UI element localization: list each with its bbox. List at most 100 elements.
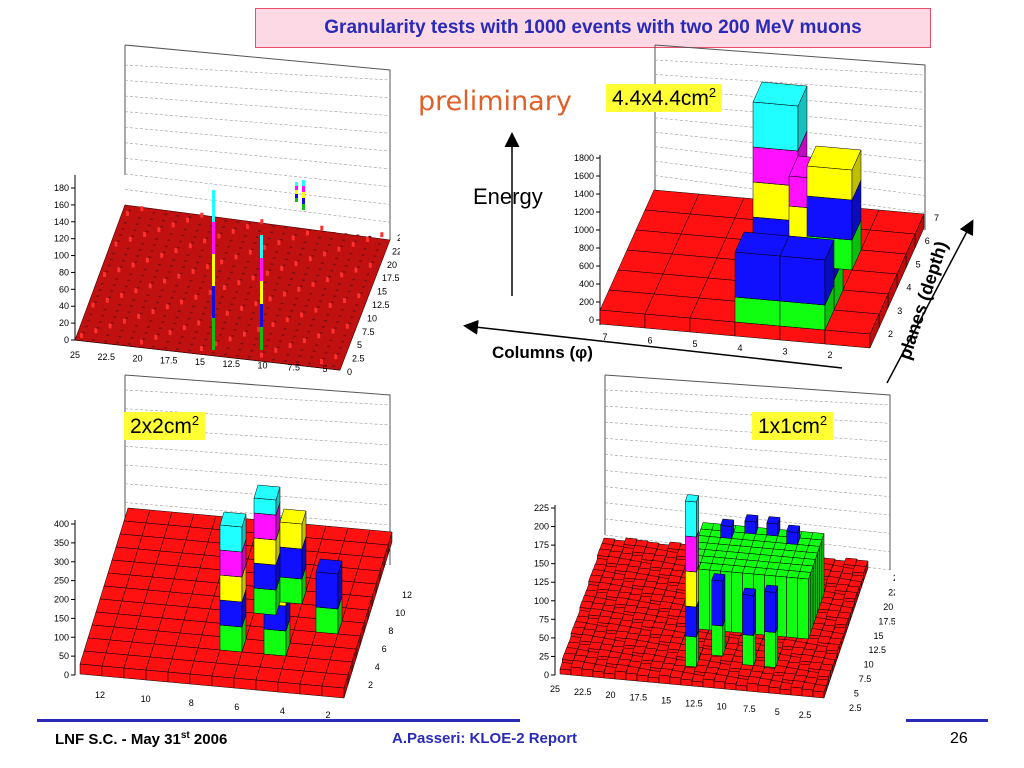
track-segment xyxy=(295,198,298,202)
floor-cell xyxy=(289,246,293,248)
floor-cell xyxy=(308,256,312,262)
z-axis-tick-label: 1000 xyxy=(574,225,594,235)
floor-cell xyxy=(272,257,276,259)
floor-cell xyxy=(121,228,125,230)
columns-arrow xyxy=(463,319,843,369)
floor-cell xyxy=(254,301,258,307)
floor-cell xyxy=(304,305,308,307)
planes-arrow xyxy=(886,219,974,384)
floor-cell xyxy=(225,310,229,316)
floor-cell xyxy=(326,345,330,348)
floor-cell xyxy=(153,276,157,278)
bar-top xyxy=(764,584,779,593)
floor-cell xyxy=(321,294,325,296)
floor-cell xyxy=(177,310,181,312)
floor-cell xyxy=(229,239,233,242)
bar-top xyxy=(581,662,596,671)
floor-cell xyxy=(352,278,356,281)
floor-cell xyxy=(261,319,265,322)
floor-cell xyxy=(196,261,200,264)
floor-cell xyxy=(168,303,172,305)
floor-cell xyxy=(144,300,148,302)
floor-cell xyxy=(272,225,276,227)
floor-cell xyxy=(278,340,282,342)
x-axis-tick-label: 12.5 xyxy=(222,359,240,369)
floor-cell xyxy=(297,323,301,325)
floor-cell xyxy=(176,348,179,350)
floor-cell xyxy=(287,284,291,286)
y-axis-tick-label: 7.5 xyxy=(859,674,872,684)
floor-cell xyxy=(228,309,232,312)
bar-top xyxy=(253,484,281,501)
floor-cell xyxy=(227,277,231,280)
floor-cell xyxy=(263,281,267,284)
floor-cell xyxy=(266,307,270,309)
footer-author: A.Passeri: KLOE-2 Report xyxy=(392,730,578,747)
bar-top xyxy=(806,145,862,171)
floor-cell xyxy=(285,290,289,292)
floor-cell xyxy=(340,272,344,278)
floor-cell xyxy=(163,278,166,284)
bar-top xyxy=(315,558,343,575)
floor-cell xyxy=(246,224,249,229)
floor-cell xyxy=(266,339,270,341)
floor-cell xyxy=(349,252,353,255)
bar-top xyxy=(685,494,699,503)
floor-cell xyxy=(248,249,252,255)
floor-cell xyxy=(116,240,120,242)
y-axis-tick-label: 0 xyxy=(347,367,352,375)
bar-top xyxy=(570,660,585,669)
z-axis-tick-label: 1400 xyxy=(574,189,594,199)
floor-cell xyxy=(187,286,190,288)
floor-cell xyxy=(348,322,352,325)
bar-top xyxy=(702,672,717,681)
floor-cell xyxy=(291,235,295,241)
floor-cell xyxy=(96,295,100,297)
x-axis-tick-label: 7.5 xyxy=(743,704,756,714)
floor-cell xyxy=(307,299,310,301)
floor-cell xyxy=(223,321,227,324)
floor-cell xyxy=(239,247,243,249)
bar-top xyxy=(711,573,726,582)
y-axis-tick-label: 12.5 xyxy=(869,645,887,655)
floor-cell xyxy=(202,344,206,347)
grid-line xyxy=(604,438,891,461)
floor-cell xyxy=(272,358,275,361)
floor-cell xyxy=(320,262,324,264)
page-number: 26 xyxy=(950,730,968,747)
y-axis-tick-label: 22.5 xyxy=(888,587,895,597)
floor-cell xyxy=(226,347,230,349)
floor-cell xyxy=(200,212,204,218)
floor-cell xyxy=(350,316,354,318)
floor-cell xyxy=(237,317,241,319)
floor-cell xyxy=(313,280,317,283)
z-axis-tick-label: 600 xyxy=(579,261,594,271)
floor-cell xyxy=(338,347,342,349)
floor-cell xyxy=(193,267,197,270)
floor-cell xyxy=(108,323,112,329)
floor-cell xyxy=(236,253,240,255)
floor-cell xyxy=(198,223,201,226)
floor-cell xyxy=(336,321,340,323)
x-axis-tick-label: 4 xyxy=(737,343,742,353)
floor-cell xyxy=(256,268,260,270)
footer-divider-left xyxy=(37,719,412,722)
floor-cell xyxy=(328,276,332,278)
axes-frame xyxy=(599,44,926,325)
floor-cell xyxy=(141,306,145,309)
floor-cell xyxy=(104,340,107,343)
y-axis-tick-label: 5 xyxy=(916,259,921,269)
floor-cell xyxy=(255,236,259,238)
floor-cell xyxy=(281,334,285,336)
bar-top xyxy=(614,563,629,572)
bar-top xyxy=(801,682,816,691)
grid-line xyxy=(124,173,391,205)
floor-cell xyxy=(327,244,331,246)
floor-cell xyxy=(324,320,328,322)
floor-cell xyxy=(189,311,193,314)
floor-cell xyxy=(300,312,304,318)
floor-cell xyxy=(131,262,135,268)
